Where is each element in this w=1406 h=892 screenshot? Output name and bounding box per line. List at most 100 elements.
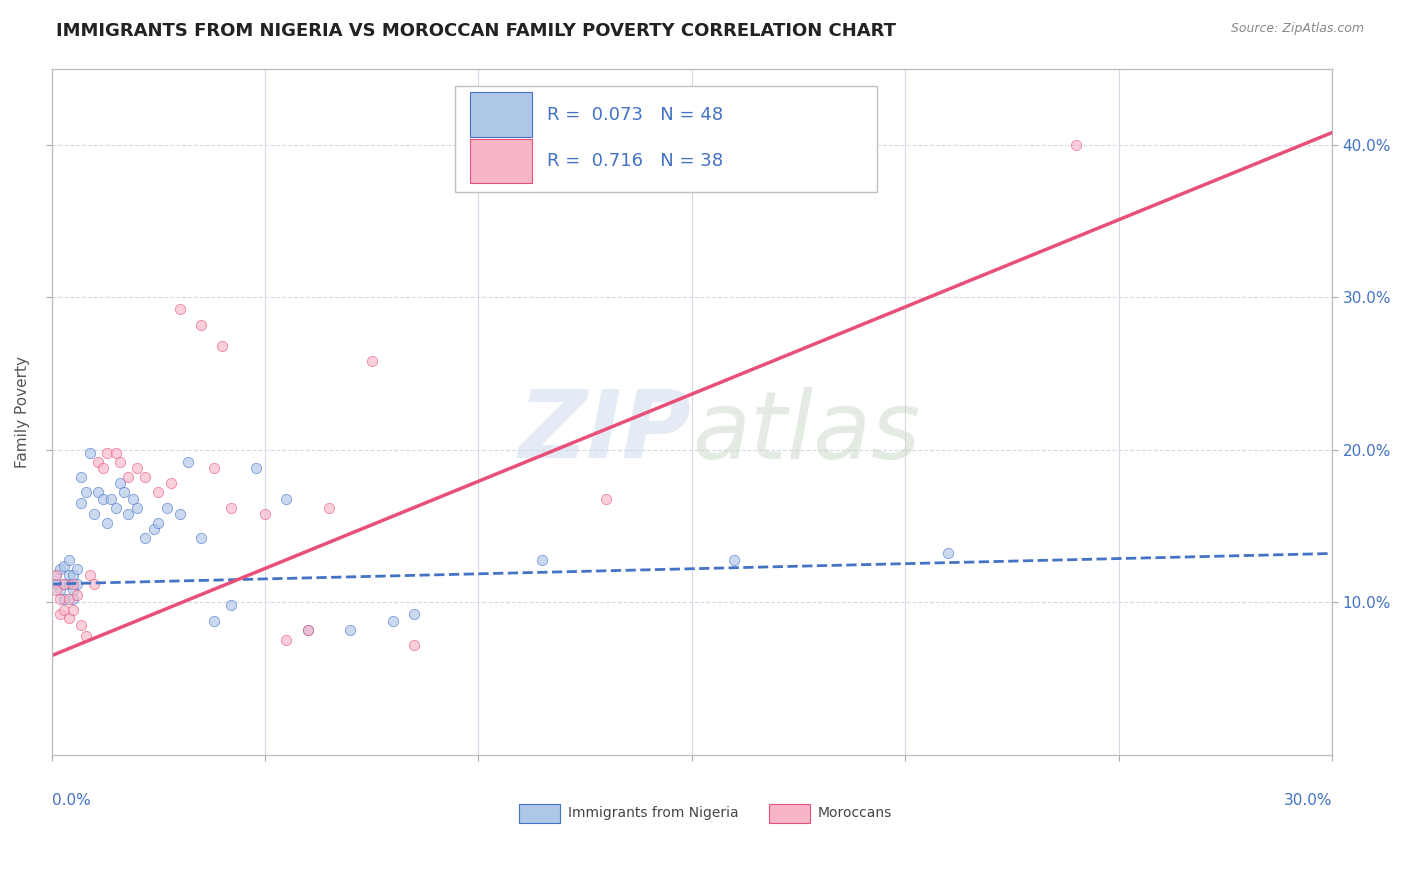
Point	[62, 603, 84, 617]
Point	[45, 567, 67, 582]
Point	[104, 500, 127, 515]
Point	[96, 516, 118, 530]
Text: R =  0.716   N = 38: R = 0.716 N = 38	[547, 153, 723, 170]
Point	[49, 592, 72, 607]
Point	[297, 623, 319, 637]
Point	[112, 485, 135, 500]
Point	[53, 603, 76, 617]
Point	[160, 476, 183, 491]
Y-axis label: Family Poverty: Family Poverty	[15, 356, 30, 467]
Point	[58, 610, 80, 624]
Point	[117, 507, 139, 521]
Point	[104, 446, 127, 460]
Point	[70, 470, 93, 484]
Point	[125, 500, 148, 515]
Point	[382, 614, 405, 628]
Point	[156, 500, 179, 515]
Point	[100, 491, 122, 506]
Point	[211, 339, 233, 353]
Point	[45, 583, 67, 598]
Point	[276, 491, 298, 506]
Point	[339, 623, 361, 637]
Point	[190, 531, 212, 545]
Point	[190, 318, 212, 332]
Point	[45, 577, 67, 591]
Point	[83, 507, 105, 521]
Point	[75, 485, 97, 500]
Text: Immigrants from Nigeria: Immigrants from Nigeria	[568, 806, 738, 820]
Point	[219, 500, 242, 515]
Point	[202, 461, 225, 475]
Point	[58, 592, 80, 607]
Point	[177, 455, 200, 469]
Point	[66, 562, 89, 576]
Point	[202, 614, 225, 628]
Point	[79, 567, 101, 582]
Point	[595, 491, 617, 506]
Bar	[519, 805, 560, 823]
Point	[75, 629, 97, 643]
Point	[62, 592, 84, 607]
Text: IMMIGRANTS FROM NIGERIA VS MOROCCAN FAMILY POVERTY CORRELATION CHART: IMMIGRANTS FROM NIGERIA VS MOROCCAN FAMI…	[56, 22, 896, 40]
Point	[404, 638, 426, 652]
Point	[53, 577, 76, 591]
Text: ZIP: ZIP	[519, 386, 692, 478]
Point	[53, 592, 76, 607]
Text: R =  0.073   N = 48: R = 0.073 N = 48	[547, 105, 723, 123]
Point	[58, 577, 80, 591]
Point	[83, 577, 105, 591]
Text: 30.0%: 30.0%	[1284, 792, 1331, 807]
Point	[66, 588, 89, 602]
Point	[148, 516, 170, 530]
Point	[936, 547, 959, 561]
Point	[91, 461, 114, 475]
Point	[219, 599, 242, 613]
Point	[117, 470, 139, 484]
Point	[62, 577, 84, 591]
Point	[253, 507, 276, 521]
Point	[49, 607, 72, 622]
Bar	[769, 805, 810, 823]
Point	[49, 583, 72, 598]
Point	[45, 567, 67, 582]
FancyBboxPatch shape	[456, 86, 877, 192]
Point	[169, 302, 191, 317]
Point	[66, 577, 89, 591]
Point	[70, 496, 93, 510]
Point	[121, 491, 143, 506]
Text: Source: ZipAtlas.com: Source: ZipAtlas.com	[1230, 22, 1364, 36]
Text: Moroccans: Moroccans	[817, 806, 891, 820]
Point	[49, 562, 72, 576]
Point	[58, 552, 80, 566]
Point	[531, 552, 554, 566]
Point	[318, 500, 340, 515]
Point	[169, 507, 191, 521]
Point	[1064, 137, 1087, 152]
Point	[245, 461, 267, 475]
Text: 0.0%: 0.0%	[52, 792, 90, 807]
Point	[53, 577, 76, 591]
Point	[276, 633, 298, 648]
Point	[134, 470, 156, 484]
Bar	[470, 139, 531, 184]
Point	[96, 446, 118, 460]
Point	[125, 461, 148, 475]
Point	[87, 455, 110, 469]
Point	[108, 476, 131, 491]
Point	[62, 583, 84, 598]
Point	[297, 623, 319, 637]
Point	[134, 531, 156, 545]
Point	[87, 485, 110, 500]
Point	[62, 567, 84, 582]
Point	[108, 455, 131, 469]
Point	[143, 522, 166, 536]
Point	[404, 607, 426, 622]
Bar	[470, 92, 531, 136]
Text: atlas: atlas	[692, 387, 920, 478]
Point	[53, 558, 76, 573]
Point	[723, 552, 745, 566]
Point	[79, 446, 101, 460]
Point	[91, 491, 114, 506]
Point	[58, 567, 80, 582]
Point	[360, 354, 382, 368]
